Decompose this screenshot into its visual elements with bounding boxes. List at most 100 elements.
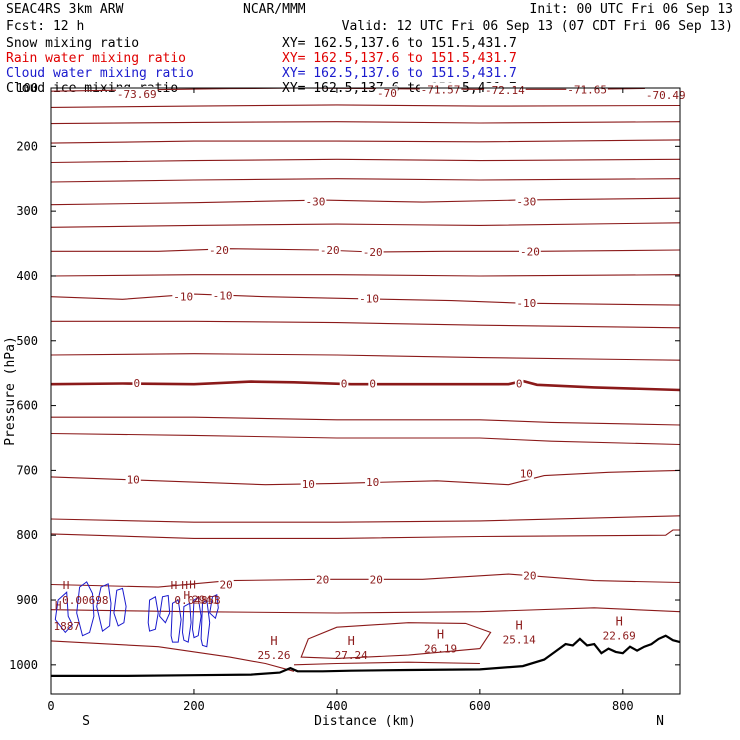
field-cloud-water-xy: XY= 162.5,137.6 to 151.5,431.7 xyxy=(282,66,517,81)
x-tick-label: 0 xyxy=(47,699,54,713)
cloud-water-contour xyxy=(147,596,159,632)
rain-water-label: 0.00698 xyxy=(62,594,108,607)
label-knockout xyxy=(361,244,384,258)
label-knockout xyxy=(368,572,384,586)
x-end-label-north: N xyxy=(656,714,664,729)
label-knockout xyxy=(566,82,608,96)
contour-label: -70.49 xyxy=(646,89,686,102)
contour-label: -20 xyxy=(209,244,229,257)
label-knockout xyxy=(518,466,534,480)
y-tick-label: 300 xyxy=(16,204,38,218)
isotherm-line xyxy=(51,416,680,426)
label-knockout xyxy=(515,296,538,310)
cloud-water-label: 2941 xyxy=(192,593,219,606)
high-marker: H xyxy=(270,634,277,648)
cloud-water-contour xyxy=(159,594,171,624)
valid-time: Valid: 12 UTC Fri 06 Sep 13 (07 CDT Fri … xyxy=(342,19,733,34)
field-snow-xy: XY= 162.5,137.6 to 151.5,431.7 xyxy=(282,36,517,51)
y-tick-label: 700 xyxy=(16,463,38,477)
label-knockout xyxy=(339,376,349,390)
high-marker: H xyxy=(348,634,355,648)
label-knockout xyxy=(358,291,380,305)
cloud-water-label: H xyxy=(189,578,196,591)
cloud-water-contour xyxy=(76,581,95,637)
cloud-water-contour xyxy=(181,602,192,643)
y-tick-label: 800 xyxy=(16,528,38,542)
isotherm-line xyxy=(51,529,680,539)
label-knockout xyxy=(125,472,141,486)
cloud-water-contour xyxy=(96,583,112,632)
field-snow-name: Snow mixing ratio xyxy=(6,36,139,51)
label-knockout xyxy=(484,82,526,96)
plot-frame xyxy=(50,87,681,695)
y-tick-label: 900 xyxy=(16,593,38,607)
x-tick-label: 400 xyxy=(326,699,348,713)
isotherm-line xyxy=(51,274,680,277)
cloud-water-contour xyxy=(191,596,202,639)
isotherm-line xyxy=(293,661,480,666)
high-marker: H xyxy=(437,628,444,642)
label-knockout xyxy=(318,243,341,257)
isotherm-line xyxy=(51,640,295,672)
terrain-outline xyxy=(51,634,681,677)
contour-label: -30 xyxy=(306,195,326,208)
field-rain-xy: XY= 162.5,137.6 to 151.5,431.7 xyxy=(282,51,517,66)
field-rain-name: Rain water mixing ratio xyxy=(6,51,186,66)
x-tick-label: 200 xyxy=(183,699,205,713)
contour-label: 10 xyxy=(520,468,533,481)
cloud-water-contours xyxy=(54,581,219,648)
axes: 0 200 400 600 800200300400500600700800900100… xyxy=(9,81,680,713)
contour-label: -71.57 xyxy=(421,83,461,96)
high-marker: H xyxy=(616,615,623,629)
label-knockout xyxy=(218,577,234,591)
rain-water-label: H xyxy=(171,579,178,592)
contour-label: -10 xyxy=(516,297,536,310)
label-knockout xyxy=(365,475,381,489)
y-tick-label: 200 xyxy=(16,139,38,153)
isotherm-line xyxy=(51,121,680,125)
cloud-water-label: 1887 xyxy=(53,620,80,633)
y-tick-label: 600 xyxy=(16,399,38,413)
label-knockout xyxy=(518,244,541,258)
x-end-label-south: S xyxy=(82,714,90,729)
x-tick-label: 600 xyxy=(469,699,491,713)
isotherm-line xyxy=(51,178,680,183)
closed-contour xyxy=(300,622,492,659)
label-knockout xyxy=(514,376,524,390)
contour-label: 10 xyxy=(302,478,315,491)
isotherm-line xyxy=(51,515,680,523)
rain-water-label: H xyxy=(63,579,70,592)
contour-label: 20 xyxy=(316,573,329,586)
isotherm-line xyxy=(51,293,680,306)
contour-label: -73.69 xyxy=(117,88,157,101)
high-marker: H xyxy=(516,619,523,633)
label-knockout xyxy=(315,572,331,586)
temperature-contours xyxy=(51,88,680,672)
forecast-hour: Fcst: 12 h xyxy=(6,19,84,34)
contour-label: -30 xyxy=(516,195,536,208)
label-knockout xyxy=(115,86,158,100)
label-knockout xyxy=(522,568,538,582)
isotherm-line xyxy=(51,320,680,329)
cloud-water-contour xyxy=(54,591,74,634)
contour-label: -10 xyxy=(173,291,193,304)
isotherm-line xyxy=(51,469,680,486)
field-cloud-water-name: Cloud water mixing ratio xyxy=(6,66,194,81)
contour-label: 0 xyxy=(341,378,348,391)
contour-label: -20 xyxy=(520,245,540,258)
cloud-water-label: H xyxy=(55,599,62,612)
center-title: NCAR/MMM xyxy=(243,2,306,17)
isotherm-line xyxy=(51,197,680,206)
contour-label: -72.14 xyxy=(485,84,525,97)
contour-label: 10 xyxy=(127,473,140,486)
high-marker-value: 22.69 xyxy=(603,630,636,643)
isotherm-line xyxy=(51,158,680,164)
label-knockout xyxy=(515,194,538,208)
high-marker-value: 25.14 xyxy=(503,634,536,647)
isotherm-line xyxy=(51,104,680,108)
model-title: SEAC4RS 3km ARW xyxy=(6,2,124,17)
x-axis-label: Distance (km) xyxy=(314,714,416,729)
contour-label: -20 xyxy=(363,246,383,259)
label-knockout xyxy=(208,243,230,257)
x-tick-label: 800 xyxy=(612,699,634,713)
